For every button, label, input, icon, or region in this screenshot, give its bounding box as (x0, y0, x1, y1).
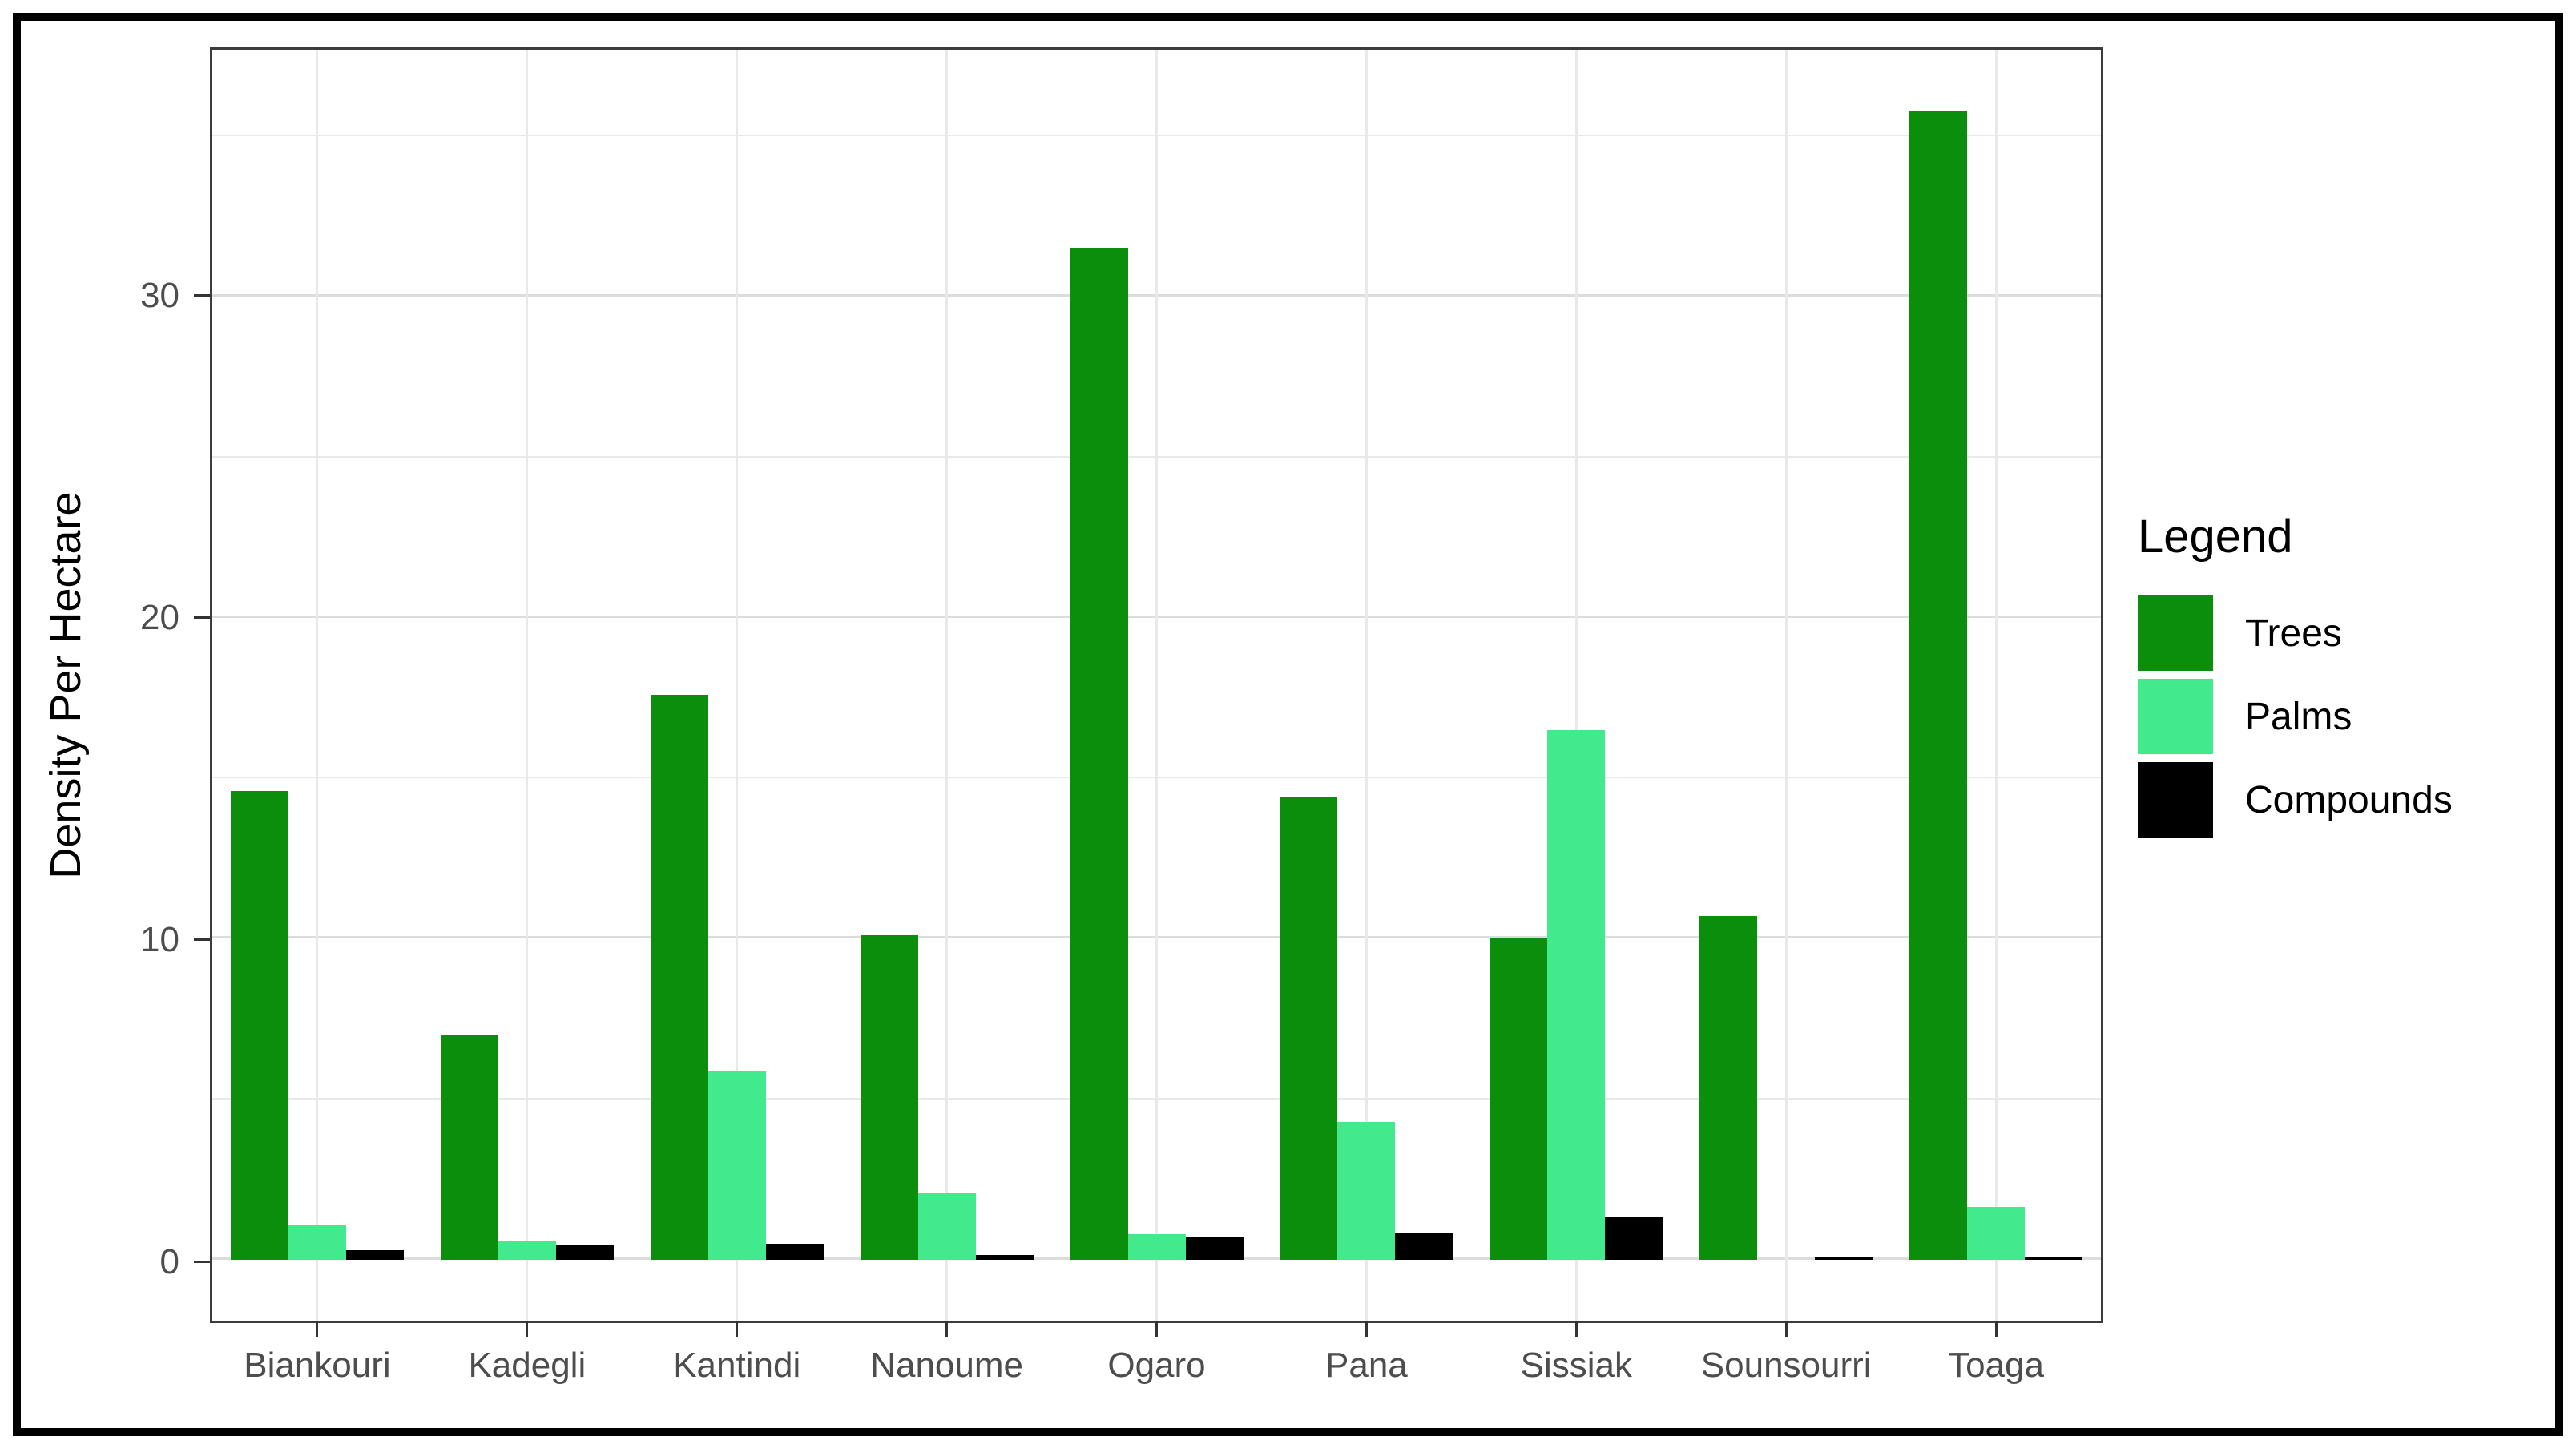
gridline-vertical (316, 50, 319, 1321)
bar-trees-pana (1280, 797, 1338, 1260)
bar-group-nanoume: Nanoume (842, 50, 1052, 1383)
legend-label-compounds: Compounds (2245, 778, 2453, 821)
bar-group-toaga: Toaga (1891, 50, 2101, 1383)
bar-compounds-toaga (2025, 1257, 2083, 1260)
plot-panel: Biankouri Kadegli Kantindi Nanoume Ogaro Pana… (210, 47, 2103, 1383)
y-axis-title: Density Per Hectare (42, 491, 90, 879)
bar-palms-kadegli (498, 1240, 556, 1260)
bar-group-sounsourri: Sounsourri (1681, 50, 1891, 1383)
legend-item-trees: Trees (2138, 595, 2570, 671)
x-tick-kadegli (526, 1321, 529, 1337)
x-tick-label-kadegli: Kadegli (468, 1346, 587, 1385)
bar-compounds-biankouri (345, 1249, 404, 1260)
bar-palms-biankouri (288, 1224, 346, 1260)
bar-trees-sissiak (1490, 938, 1548, 1260)
gridline-vertical (1155, 50, 1158, 1321)
x-tick-label-biankouri: Biankouri (244, 1346, 391, 1385)
y-tick-label-0: 0 (159, 1241, 179, 1281)
legend-key-swatch-palms (2138, 679, 2213, 754)
bar-trees-toaga (1909, 111, 1968, 1260)
bar-trees-sounsourri (1699, 916, 1758, 1260)
bar-group-kadegli: Kadegli (422, 50, 632, 1383)
x-tick-label-nanoume: Nanoume (870, 1346, 1023, 1385)
bar-compounds-pana (1395, 1232, 1453, 1260)
gridline-vertical (1784, 50, 1788, 1321)
gridline-vertical (945, 50, 949, 1321)
bar-compounds-kantindi (765, 1243, 824, 1260)
bar-palms-kantindi (707, 1070, 766, 1260)
bar-trees-nanoume (860, 935, 918, 1260)
x-tick-biankouri (316, 1321, 319, 1337)
legend-item-compounds: Compounds (2138, 762, 2570, 838)
bar-group-kantindi: Kantindi (632, 50, 842, 1383)
bar-group-sissiak: Sissiak (1471, 50, 1681, 1383)
x-tick-pana (1365, 1321, 1368, 1337)
bar-compounds-ogaro (1185, 1237, 1244, 1260)
x-tick-ogaro (1155, 1321, 1158, 1337)
bar-group-ogaro: Ogaro (1052, 50, 1262, 1383)
bar-compounds-kadegli (555, 1245, 614, 1260)
gridline-vertical (1994, 50, 1998, 1321)
gridline-vertical (1574, 50, 1578, 1321)
legend: Legend Trees Palms Compounds (2138, 510, 2570, 846)
x-tick-toaga (1994, 1321, 1998, 1337)
x-tick-label-ogaro: Ogaro (1107, 1346, 1206, 1385)
x-tick-label-sissiak: Sissiak (1520, 1346, 1632, 1385)
legend-title: Legend (2138, 511, 2293, 563)
bar-trees-ogaro (1070, 248, 1128, 1260)
bar-compounds-nanoume (975, 1254, 1034, 1260)
y-tick-0 (194, 1261, 210, 1264)
bar-groups: Biankouri Kadegli Kantindi Nanoume Ogaro Pana… (212, 50, 2101, 1383)
legend-items: Trees Palms Compounds (2138, 595, 2570, 838)
bar-compounds-sissiak (1605, 1216, 1663, 1260)
x-tick-kantindi (736, 1321, 739, 1337)
legend-label-trees: Trees (2245, 611, 2342, 655)
bar-group-pana: Pana (1261, 50, 1471, 1383)
legend-key-swatch-trees (2138, 595, 2213, 671)
y-tick-label-10: 10 (140, 919, 179, 959)
y-tick-label-30: 30 (140, 275, 179, 315)
bar-palms-toaga (1967, 1206, 2026, 1260)
bar-trees-biankouri (230, 791, 288, 1260)
bar-palms-sissiak (1547, 730, 1606, 1260)
gridline-vertical (1365, 50, 1368, 1321)
bar-trees-kadegli (440, 1035, 498, 1260)
x-tick-label-pana: Pana (1325, 1346, 1408, 1385)
x-tick-label-toaga: Toaga (1948, 1346, 2045, 1385)
y-tick-30 (194, 294, 210, 297)
x-tick-label-sounsourri: Sounsourri (1700, 1346, 1872, 1385)
bar-trees-kantindi (650, 695, 708, 1260)
legend-item-palms: Palms (2138, 679, 2570, 754)
y-tick-20 (194, 616, 210, 620)
x-tick-nanoume (945, 1321, 949, 1337)
bar-palms-pana (1337, 1121, 1396, 1260)
x-tick-label-kantindi: Kantindi (673, 1346, 801, 1385)
bar-group-biankouri: Biankouri (212, 50, 422, 1383)
gridline-vertical (526, 50, 529, 1321)
x-tick-sounsourri (1784, 1321, 1788, 1337)
bar-compounds-sounsourri (1815, 1257, 1873, 1260)
y-tick-10 (194, 938, 210, 942)
gridline-vertical (736, 50, 739, 1321)
bar-palms-ogaro (1127, 1233, 1186, 1260)
legend-label-palms: Palms (2245, 695, 2352, 738)
legend-key-swatch-compounds (2138, 762, 2213, 838)
bar-palms-nanoume (917, 1192, 976, 1260)
x-tick-sissiak (1574, 1321, 1578, 1337)
y-tick-label-20: 20 (140, 597, 179, 637)
